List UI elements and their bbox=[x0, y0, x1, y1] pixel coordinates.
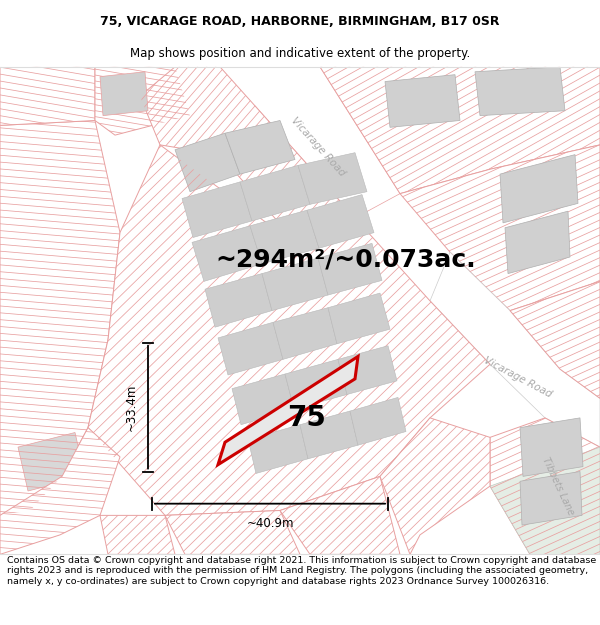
Polygon shape bbox=[280, 476, 400, 554]
Text: 75: 75 bbox=[287, 404, 326, 432]
Text: Map shows position and indicative extent of the property.: Map shows position and indicative extent… bbox=[130, 47, 470, 60]
Polygon shape bbox=[380, 418, 490, 554]
Polygon shape bbox=[250, 210, 319, 264]
Polygon shape bbox=[318, 243, 382, 295]
Polygon shape bbox=[140, 67, 355, 248]
Polygon shape bbox=[285, 359, 347, 409]
Polygon shape bbox=[95, 67, 190, 135]
Polygon shape bbox=[300, 411, 358, 459]
Polygon shape bbox=[520, 418, 583, 476]
Text: Tibbets Lane: Tibbets Lane bbox=[540, 456, 576, 517]
Polygon shape bbox=[400, 145, 600, 311]
Polygon shape bbox=[0, 67, 95, 126]
Polygon shape bbox=[430, 252, 600, 447]
Polygon shape bbox=[475, 67, 565, 116]
Polygon shape bbox=[273, 308, 337, 359]
Polygon shape bbox=[505, 211, 570, 274]
Text: ~294m²/~0.073ac.: ~294m²/~0.073ac. bbox=[215, 248, 476, 272]
Polygon shape bbox=[248, 425, 308, 474]
Polygon shape bbox=[320, 67, 600, 194]
Polygon shape bbox=[192, 226, 262, 281]
Text: Contains OS data © Crown copyright and database right 2021. This information is : Contains OS data © Crown copyright and d… bbox=[7, 556, 596, 586]
Polygon shape bbox=[218, 356, 358, 464]
Polygon shape bbox=[0, 121, 120, 516]
Polygon shape bbox=[220, 67, 400, 218]
Polygon shape bbox=[328, 293, 390, 344]
Polygon shape bbox=[88, 145, 490, 516]
Text: Vicarage Road: Vicarage Road bbox=[289, 116, 347, 178]
Polygon shape bbox=[232, 374, 294, 425]
Polygon shape bbox=[218, 322, 283, 375]
Polygon shape bbox=[520, 471, 582, 525]
Text: Vicarage Road: Vicarage Road bbox=[482, 355, 554, 399]
Polygon shape bbox=[0, 428, 120, 554]
Polygon shape bbox=[298, 152, 367, 204]
Polygon shape bbox=[490, 447, 600, 554]
Polygon shape bbox=[510, 281, 600, 398]
Polygon shape bbox=[307, 194, 374, 248]
Polygon shape bbox=[205, 274, 272, 328]
Polygon shape bbox=[175, 133, 240, 192]
Polygon shape bbox=[100, 72, 148, 116]
Polygon shape bbox=[18, 432, 85, 491]
Polygon shape bbox=[500, 154, 578, 223]
Text: 75, VICARAGE ROAD, HARBORNE, BIRMINGHAM, B17 0SR: 75, VICARAGE ROAD, HARBORNE, BIRMINGHAM,… bbox=[100, 15, 500, 28]
Polygon shape bbox=[240, 166, 310, 221]
Polygon shape bbox=[490, 418, 600, 554]
Text: ~33.4m: ~33.4m bbox=[125, 384, 138, 431]
Polygon shape bbox=[350, 398, 406, 445]
Polygon shape bbox=[225, 121, 295, 174]
Polygon shape bbox=[338, 346, 397, 394]
Polygon shape bbox=[262, 258, 328, 311]
Text: ~40.9m: ~40.9m bbox=[246, 518, 294, 531]
Polygon shape bbox=[100, 516, 175, 554]
Polygon shape bbox=[182, 182, 252, 238]
Polygon shape bbox=[165, 511, 300, 554]
Polygon shape bbox=[385, 74, 460, 128]
